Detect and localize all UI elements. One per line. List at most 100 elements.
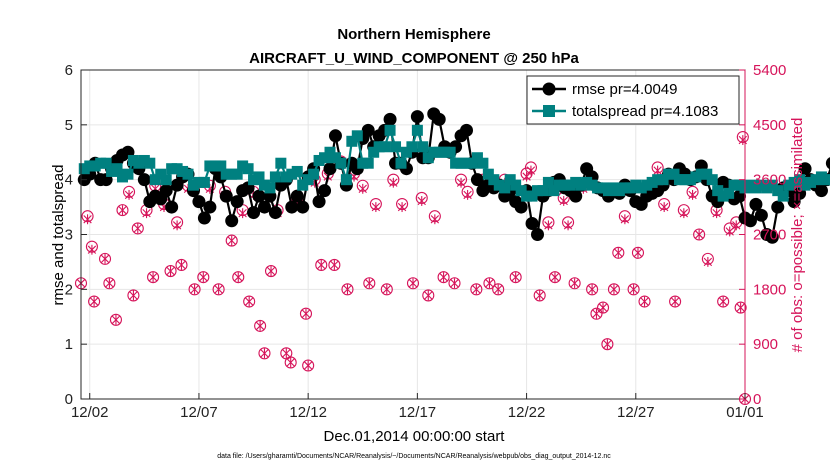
spread-point (291, 165, 303, 177)
spread-point (821, 174, 830, 186)
obs-possible-point (422, 289, 435, 302)
x-axis-label: Dec.01,2014 00:00:00 start (324, 428, 506, 445)
spread-point (362, 157, 374, 169)
obs-assimilated-point (282, 348, 291, 359)
obs-possible-point (315, 258, 328, 272)
spread-point (182, 168, 194, 180)
right-axis: 0 900 1800 2700 3600 4500 5400 (739, 62, 786, 408)
obs-assimilated-point (633, 247, 643, 258)
obs-possible-point (164, 265, 177, 278)
rmse-point (165, 200, 179, 214)
rmse-point (225, 214, 239, 228)
obs-possible-point (116, 204, 129, 217)
rmse-point (749, 197, 763, 211)
x-tick-label: 12/12 (289, 404, 327, 421)
rmse-point (743, 214, 757, 228)
y-axis-right-label: # of obs: o=possible; ×=assimilated (789, 118, 806, 353)
obs-possible-point (548, 271, 562, 284)
obs-assimilated-point (718, 296, 728, 307)
spread-point (253, 171, 265, 183)
rmse-point (771, 200, 785, 214)
spread-point (542, 176, 554, 188)
obs-possible-point (607, 283, 620, 296)
obs-assimilated-point (408, 278, 418, 289)
obs-assimilated-point (266, 266, 276, 276)
obs-possible-point (734, 301, 747, 314)
obs-possible-point (483, 277, 496, 290)
obs-assimilated-point (598, 302, 608, 313)
obs-possible-point (509, 271, 522, 284)
obs-assimilated-point (587, 284, 597, 295)
obs-possible-point (601, 338, 614, 351)
legend-box (526, 75, 740, 125)
spread-point (395, 157, 407, 169)
obs-assimilated-point (83, 214, 92, 225)
obs-possible-point (188, 283, 201, 296)
y-right-tick-label: 1800 (753, 281, 786, 298)
obs-assimilated-point (303, 360, 313, 371)
obs-assimilated-point (563, 220, 573, 231)
obs-possible-point (627, 283, 640, 296)
obs-assimilated-point (688, 189, 697, 200)
obs-assimilated-point (456, 177, 466, 188)
obs-possible-point (568, 277, 581, 290)
spread-point (335, 157, 347, 169)
obs-assimilated-point (417, 196, 426, 206)
obs-possible-point (406, 277, 420, 290)
obs-assimilated-point (244, 296, 254, 307)
obs-possible-point (612, 246, 625, 259)
obs-assimilated-point (87, 244, 97, 255)
obs-assimilated-point (522, 171, 531, 182)
obs-possible-point (693, 228, 706, 241)
legend-rmse-marker (542, 82, 556, 96)
spread-point (215, 160, 227, 172)
rmse-point (798, 162, 812, 176)
obs-assimilated-point (172, 220, 182, 231)
x-tick-label: 01/01 (726, 404, 764, 421)
obs-possible-point (380, 283, 393, 296)
obs-assimilated-point (712, 208, 721, 219)
obs-assimilated-point (234, 272, 243, 283)
obs-assimilated-point (463, 189, 472, 200)
spread-point (706, 174, 718, 186)
spread-point (198, 176, 210, 188)
obs-assimilated-point (430, 214, 440, 225)
spread-point (444, 146, 456, 158)
spread-point (275, 157, 287, 169)
obs-assimilated-point (124, 189, 134, 200)
obs-possible-point (669, 295, 682, 308)
rmse-point (219, 189, 233, 203)
y-right-tick-label: 0 (753, 391, 761, 408)
spread-point (264, 182, 276, 194)
rmse-point (203, 200, 217, 214)
obs-possible-point (243, 295, 256, 308)
chart-title: Northern Hemisphere (337, 26, 490, 43)
obs-assimilated-point (694, 229, 704, 240)
obs-assimilated-point (439, 272, 448, 283)
x-tick-label: 12/07 (180, 404, 218, 421)
y-tick-label: 3 (65, 227, 73, 244)
obs-assimilated-point (255, 320, 265, 331)
obs-assimilated-point (100, 253, 110, 264)
spread-point (417, 141, 429, 153)
rmse-point (569, 189, 583, 203)
obs-possible-point (717, 295, 730, 308)
y-tick-label: 6 (65, 62, 73, 79)
y-tick-label: 2 (65, 281, 73, 298)
obs-possible-point (258, 347, 271, 360)
obs-possible-point (147, 271, 160, 284)
spread-point (242, 163, 254, 175)
obs-assimilated-point (365, 278, 374, 289)
obs-assimilated-point (614, 247, 623, 258)
y-right-tick-label: 2700 (753, 227, 786, 244)
spread-point (777, 190, 789, 202)
obs-assimilated-point (653, 165, 662, 176)
obs-assimilated-point (670, 296, 680, 307)
chart-subtitle: AIRCRAFT_U_WIND_COMPONENT @ 250 hPa (249, 50, 579, 67)
rmse-point (814, 184, 828, 198)
rmse-point (296, 200, 310, 214)
obs-possible-point (437, 271, 450, 284)
obs-assimilated-point (603, 339, 612, 350)
error-series (77, 107, 830, 244)
obs-assimilated-point (111, 314, 121, 325)
